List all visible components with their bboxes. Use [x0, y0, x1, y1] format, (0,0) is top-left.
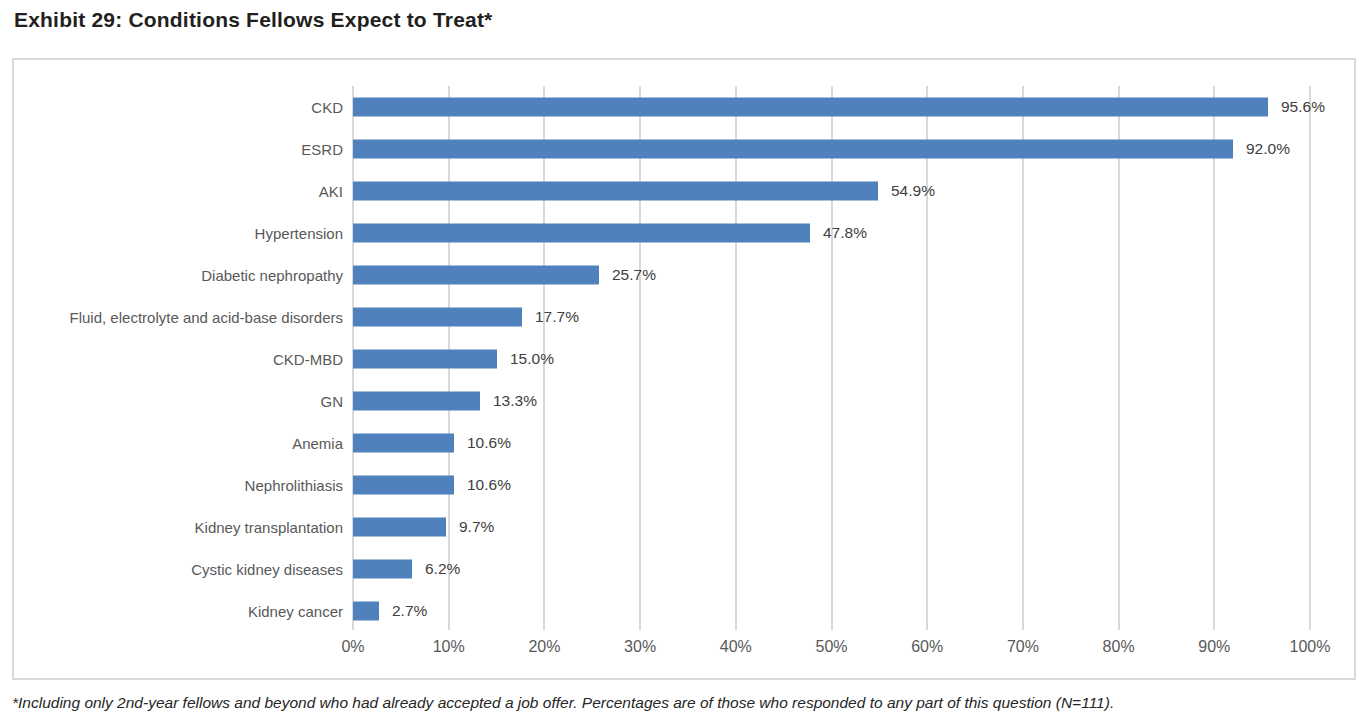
value-label: 54.9% [891, 182, 935, 200]
x-tick-label: 20% [499, 638, 589, 656]
category-label: Kidney transplantation [14, 519, 353, 536]
value-label: 47.8% [823, 224, 867, 242]
value-label: 25.7% [612, 266, 656, 284]
bar [353, 308, 522, 327]
bar-row: CKD-MBD 15.0% [14, 338, 1354, 380]
value-label: 6.2% [425, 560, 460, 578]
category-label: Hypertension [14, 225, 353, 242]
category-label: Kidney cancer [14, 603, 353, 620]
category-label: CKD [14, 99, 353, 116]
bar-row: Nephrolithiasis 10.6% [14, 464, 1354, 506]
category-label: GN [14, 393, 353, 410]
category-label: Fluid, electrolyte and acid-base disorde… [14, 309, 353, 326]
bar [353, 224, 810, 243]
bar [353, 182, 878, 201]
bar [353, 266, 599, 285]
value-label: 9.7% [459, 518, 494, 536]
page-title: Exhibit 29: Conditions Fellows Expect to… [14, 8, 492, 32]
x-tick-label: 80% [1074, 638, 1164, 656]
x-tick-label: 70% [978, 638, 1068, 656]
bar-row: Fluid, electrolyte and acid-base disorde… [14, 296, 1354, 338]
bar [353, 140, 1233, 159]
category-label: CKD-MBD [14, 351, 353, 368]
value-label: 10.6% [467, 476, 511, 494]
bar-row: AKI 54.9% [14, 170, 1354, 212]
bar-row: Kidney cancer 2.7% [14, 590, 1354, 632]
bar-row: Kidney transplantation 9.7% [14, 506, 1354, 548]
footnote: *Including only 2nd-year fellows and bey… [12, 694, 1114, 712]
bar-row: GN 13.3% [14, 380, 1354, 422]
value-label: 17.7% [535, 308, 579, 326]
bar [353, 602, 379, 621]
bar [353, 392, 480, 411]
bar-row: CKD 95.6% [14, 86, 1354, 128]
value-label: 92.0% [1246, 140, 1290, 158]
bar-row: Cystic kidney diseases 6.2% [14, 548, 1354, 590]
x-tick-label: 40% [691, 638, 781, 656]
category-label: Nephrolithiasis [14, 477, 353, 494]
bar-row: ESRD 92.0% [14, 128, 1354, 170]
category-label: Cystic kidney diseases [14, 561, 353, 578]
x-tick-label: 90% [1169, 638, 1259, 656]
bar-rows: CKD 95.6% ESRD 92.0% AKI 54.9% Hypertension 47.… [14, 86, 1354, 632]
value-label: 13.3% [493, 392, 537, 410]
bar-row: Diabetic nephropathy 25.7% [14, 254, 1354, 296]
bar [353, 350, 497, 369]
x-tick-label: 50% [787, 638, 877, 656]
value-label: 95.6% [1281, 98, 1325, 116]
bar [353, 98, 1268, 117]
category-label: AKI [14, 183, 353, 200]
bar-row: Hypertension 47.8% [14, 212, 1354, 254]
value-label: 2.7% [392, 602, 427, 620]
category-label: ESRD [14, 141, 353, 158]
value-label: 10.6% [467, 434, 511, 452]
x-tick-label: 30% [595, 638, 685, 656]
chart-frame: 0% 10% 20% 30% 40% 50% 60% 70% 80% 90% 100% CKD 95.6… [12, 58, 1356, 680]
value-label: 15.0% [510, 350, 554, 368]
bar [353, 560, 412, 579]
bar-row: Anemia 10.6% [14, 422, 1354, 464]
category-label: Anemia [14, 435, 353, 452]
category-label: Diabetic nephropathy [14, 267, 353, 284]
bar [353, 476, 454, 495]
bar [353, 518, 446, 537]
x-tick-label: 100% [1265, 638, 1355, 656]
x-tick-label: 10% [404, 638, 494, 656]
x-tick-label: 60% [882, 638, 972, 656]
bar [353, 434, 454, 453]
x-tick-label: 0% [308, 638, 398, 656]
